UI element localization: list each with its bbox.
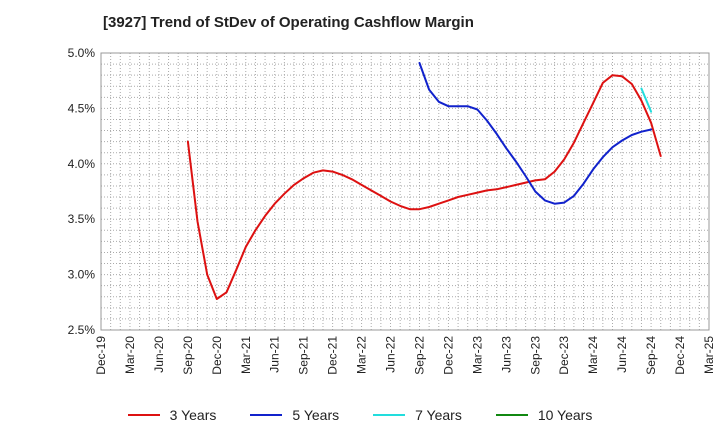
x-tick-label: Jun-23 bbox=[499, 336, 513, 373]
legend-label: 7 Years bbox=[415, 407, 462, 423]
legend-entry: 10 Years bbox=[495, 405, 593, 425]
x-tick-label: Mar-22 bbox=[355, 336, 369, 374]
legend-swatch bbox=[127, 414, 160, 416]
x-tick-label: Dec-22 bbox=[441, 336, 455, 375]
y-tick-label: 4.0% bbox=[68, 157, 96, 171]
legend-label: 10 Years bbox=[537, 407, 593, 423]
legend-swatch bbox=[373, 414, 406, 416]
x-tick-label: Jun-24 bbox=[615, 336, 629, 373]
y-tick-label: 4.5% bbox=[68, 101, 96, 115]
legend-entry: 3 Years bbox=[127, 405, 217, 425]
x-tick-label: Mar-25 bbox=[702, 336, 716, 374]
y-tick-label: 3.5% bbox=[68, 212, 96, 226]
series-line-3-years bbox=[186, 74, 662, 300]
x-tick-label: Mar-21 bbox=[239, 336, 253, 374]
x-tick-label: Mar-20 bbox=[123, 336, 137, 374]
legend-entry: 7 Years bbox=[373, 405, 462, 425]
legend-label: 5 Years bbox=[292, 407, 340, 423]
x-tick-label: Dec-20 bbox=[210, 336, 224, 375]
legend: 3 Years 5 Years 7 Years 10 Years bbox=[0, 405, 720, 425]
chart-title: [3927] Trend of StDev of Operating Cashf… bbox=[103, 14, 474, 31]
legend-swatch bbox=[250, 414, 283, 416]
y-tick-label: 5.0% bbox=[68, 46, 96, 60]
series-line-5-years bbox=[418, 62, 653, 205]
x-tick-label: Sep-20 bbox=[181, 336, 195, 375]
legend-swatch bbox=[495, 414, 528, 416]
series-line-7-years bbox=[640, 87, 653, 113]
x-tick-label: Jun-20 bbox=[152, 336, 166, 373]
x-tick-label: Sep-22 bbox=[412, 336, 426, 375]
x-tick-label: Dec-19 bbox=[94, 336, 108, 375]
legend-label: 3 Years bbox=[169, 407, 217, 423]
x-tick-label: Mar-24 bbox=[586, 336, 600, 374]
plot-frame bbox=[100, 52, 710, 331]
x-tick-label: Dec-23 bbox=[557, 336, 571, 375]
legend-entry: 5 Years bbox=[250, 405, 339, 425]
x-tick-label: Dec-21 bbox=[326, 336, 340, 375]
x-tick-label: Mar-23 bbox=[470, 336, 484, 374]
x-tick-label: Dec-24 bbox=[673, 336, 687, 375]
x-tick-label: Jun-22 bbox=[384, 336, 398, 373]
x-tick-label: Jun-21 bbox=[268, 336, 282, 373]
x-tick-label: Sep-24 bbox=[644, 336, 658, 375]
y-tick-label: 3.0% bbox=[68, 268, 96, 282]
x-tick-label: Sep-21 bbox=[297, 336, 311, 375]
y-tick-label: 2.5% bbox=[68, 323, 96, 337]
x-tick-label: Sep-23 bbox=[528, 336, 542, 375]
